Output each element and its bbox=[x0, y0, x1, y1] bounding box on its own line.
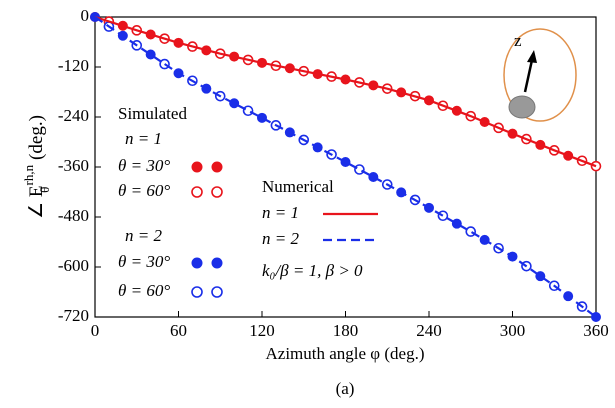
x-tick-label: 60 bbox=[170, 321, 187, 340]
x-tick-label: 300 bbox=[500, 321, 526, 340]
legend-key bbox=[211, 186, 223, 198]
legend-key bbox=[211, 286, 223, 298]
x-tick-label: 180 bbox=[333, 321, 359, 340]
y-tick-label: -720 bbox=[58, 306, 89, 325]
marker bbox=[257, 112, 267, 123]
x-axis-label: Azimuth angle φ (deg.) bbox=[266, 344, 425, 363]
y-label-unit: (deg.) bbox=[26, 115, 47, 165]
legend-title: Numerical bbox=[262, 177, 334, 196]
inset-label: z bbox=[514, 31, 522, 50]
marker bbox=[437, 210, 449, 222]
y-tick-label: 0 bbox=[81, 6, 90, 25]
y-tick-label: -600 bbox=[58, 256, 89, 275]
legend-key bbox=[191, 161, 203, 173]
inset-body bbox=[508, 95, 536, 119]
x-tick-label: 360 bbox=[583, 321, 609, 340]
x-tick-label: 0 bbox=[91, 321, 100, 340]
legend-group: n = 2 bbox=[125, 226, 162, 245]
marker bbox=[451, 218, 462, 229]
legend-label: θ = 30° bbox=[118, 252, 170, 271]
inset: z bbox=[503, 28, 577, 122]
legend-key bbox=[191, 186, 203, 198]
legend-key bbox=[191, 286, 203, 298]
marker bbox=[368, 172, 379, 182]
inset-arrow-head bbox=[527, 50, 537, 63]
y-tick-label: -240 bbox=[58, 106, 89, 125]
legend-key bbox=[211, 257, 223, 269]
marker bbox=[340, 157, 351, 167]
legend-label: n = 1 bbox=[262, 203, 299, 222]
legend-key bbox=[191, 257, 203, 269]
y-tick-label: -120 bbox=[58, 56, 89, 75]
inset-orbit bbox=[503, 28, 577, 122]
x-tick-label: 240 bbox=[416, 321, 442, 340]
legend-label: θ = 60° bbox=[118, 281, 170, 300]
legend-label: θ = 30° bbox=[118, 156, 170, 175]
inset-arrow bbox=[523, 59, 534, 93]
y-tick-label: -360 bbox=[58, 156, 89, 175]
annotation: k₀/β = 1, β > 0 bbox=[262, 261, 363, 280]
legend-label: n = 2 bbox=[262, 229, 299, 248]
series-line bbox=[94, 15, 597, 168]
y-label-sup: rh,n bbox=[21, 164, 36, 185]
series-line bbox=[94, 16, 597, 318]
legend-label: θ = 60° bbox=[118, 181, 170, 200]
legend-title: Simulated bbox=[118, 104, 187, 123]
x-tick-label: 120 bbox=[249, 321, 275, 340]
marker bbox=[229, 98, 240, 109]
y-label-sub: θ bbox=[37, 187, 52, 193]
y-label-prefix: ∠ E bbox=[26, 186, 47, 219]
legend-group: n = 1 bbox=[125, 129, 162, 148]
legend-key bbox=[211, 161, 223, 173]
y-tick-label: -480 bbox=[58, 206, 89, 225]
marker bbox=[242, 105, 254, 117]
caption: (a) bbox=[336, 379, 355, 398]
y-axis-label: ∠ Erh,nθ (deg.) bbox=[21, 115, 52, 219]
marker bbox=[354, 164, 365, 175]
